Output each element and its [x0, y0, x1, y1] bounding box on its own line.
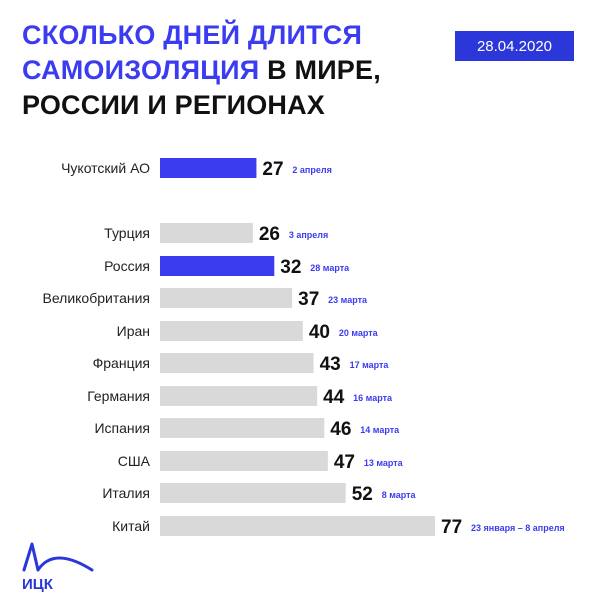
category-label: Великобритания	[42, 290, 150, 306]
category-label: Иран	[117, 323, 150, 339]
title-line-1: СКОЛЬКО ДНЕЙ ДЛИТСЯ	[22, 20, 363, 50]
title-rest: В МИРЕ,	[259, 55, 381, 85]
category-label: Чукотский АО	[61, 160, 150, 176]
logo-mark-icon: ИЦК	[22, 542, 94, 593]
category-label: США	[118, 453, 151, 469]
title-highlight: САМОИЗОЛЯЦИЯ	[22, 55, 260, 85]
value-label: 47	[334, 452, 355, 473]
bar	[160, 223, 253, 243]
bar	[160, 288, 293, 308]
value-label: 26	[259, 224, 280, 245]
value-label: 44	[323, 387, 345, 408]
value-label: 43	[320, 354, 341, 375]
bar	[160, 516, 435, 536]
bar	[160, 321, 303, 341]
start-date-label: 23 января – 8 апреля	[471, 523, 565, 533]
start-date-label: 14 марта	[360, 425, 400, 435]
category-label: Германия	[87, 388, 150, 404]
start-date-label: 16 марта	[353, 393, 393, 403]
category-label: Франция	[93, 355, 150, 371]
value-label: 32	[280, 257, 301, 278]
start-date-label: 8 марта	[382, 490, 417, 500]
start-date-label: 23 марта	[328, 295, 368, 305]
start-date-label: 17 марта	[350, 360, 390, 370]
bar	[160, 158, 257, 178]
category-label: Испания	[94, 420, 150, 436]
bar	[160, 483, 346, 503]
title-line-2: САМОИЗОЛЯЦИЯ В МИРЕ,	[22, 53, 381, 88]
category-label: Италия	[102, 485, 150, 501]
category-label: Турция	[104, 225, 150, 241]
date-badge: 28.04.2020	[455, 31, 574, 61]
chart-title: СКОЛЬКО ДНЕЙ ДЛИТСЯ САМОИЗОЛЯЦИЯ В МИРЕ,…	[22, 18, 381, 123]
bar	[160, 386, 318, 406]
logo-text: ИЦК	[22, 576, 54, 592]
value-label: 27	[262, 159, 283, 180]
title-line-3: РОССИИ И РЕГИОНАХ	[22, 90, 326, 120]
brand-logo: ИЦК	[20, 540, 100, 597]
start-date-label: 13 марта	[364, 458, 404, 468]
start-date-label: 3 апреля	[289, 230, 328, 240]
value-label: 46	[330, 419, 351, 440]
bar	[160, 353, 314, 373]
start-date-label: 28 марта	[310, 263, 350, 273]
value-label: 77	[441, 517, 462, 538]
start-date-label: 2 апреля	[292, 165, 331, 175]
bar	[160, 256, 275, 276]
bar	[160, 451, 328, 471]
category-label: Китай	[112, 518, 150, 534]
value-label: 52	[352, 484, 373, 505]
category-label: Россия	[104, 258, 150, 274]
bar	[160, 418, 325, 438]
value-label: 40	[309, 322, 330, 343]
start-date-label: 20 марта	[339, 328, 379, 338]
value-label: 37	[298, 289, 319, 310]
